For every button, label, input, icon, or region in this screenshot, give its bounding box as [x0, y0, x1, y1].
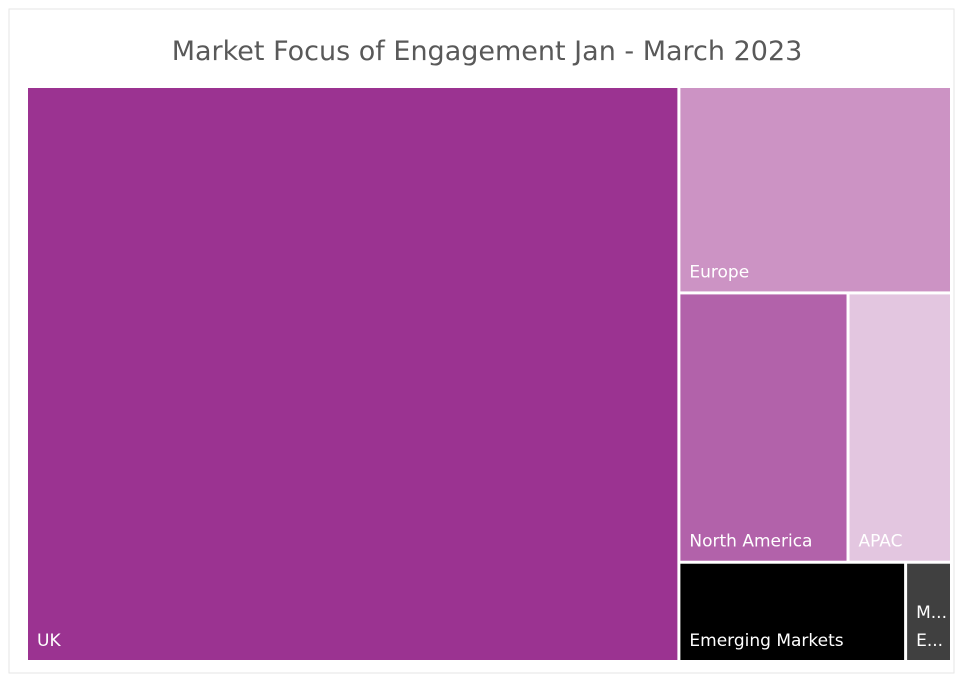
- chart-title: Market Focus of Engagement Jan - March 2…: [172, 36, 803, 67]
- tile-label: UK: [37, 631, 61, 651]
- tile: [680, 294, 847, 561]
- tile: [849, 294, 950, 561]
- tile: [680, 563, 905, 660]
- tile: [680, 88, 950, 292]
- tile: [28, 88, 678, 660]
- tile-label: Europe: [689, 262, 749, 282]
- tile-label: Emerging Markets: [689, 631, 843, 651]
- tile-label: North America: [689, 532, 812, 552]
- tile-label: APAC: [859, 532, 903, 552]
- tile-label: M...: [916, 603, 947, 623]
- tile-label: E...: [916, 631, 943, 651]
- tile: [907, 563, 950, 660]
